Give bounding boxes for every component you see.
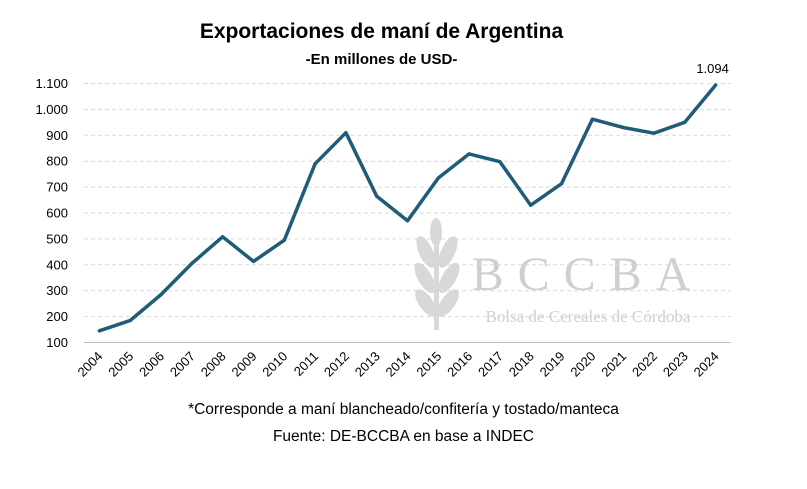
data-point: [128, 318, 132, 323]
data-point: [313, 162, 317, 166]
x-tick-label: 2006: [136, 349, 167, 380]
x-tick-label: 2009: [229, 349, 260, 380]
data-point: [529, 203, 533, 207]
y-tick-label: 100: [46, 335, 68, 350]
data-point: [713, 83, 718, 87]
x-tick-label: 2018: [506, 349, 537, 380]
x-tick-label: 2022: [629, 349, 660, 380]
data-point: [344, 131, 348, 135]
x-tick-label: 2004: [74, 349, 105, 380]
watermark-name: BCCBA: [472, 248, 705, 301]
x-tick-label: 2013: [352, 349, 383, 380]
y-tick-label: 1.100: [35, 76, 68, 91]
data-labels: 1.094: [696, 61, 729, 76]
x-tick-label: 2023: [660, 349, 691, 380]
data-points: [97, 83, 718, 333]
data-point: [375, 194, 379, 198]
x-tick-label: 2021: [598, 349, 629, 380]
y-tick-label: 400: [46, 257, 68, 272]
data-point: [683, 120, 687, 124]
data-point: [590, 117, 594, 121]
x-tick-label: 2007: [167, 349, 198, 380]
y-axis-ticks: 100 200 300 400 500 600 700 800 900 1.000 1.100: [35, 76, 68, 350]
x-tick-label: 2012: [321, 349, 352, 380]
x-tick-label: 2016: [444, 349, 475, 380]
data-point: [159, 292, 163, 297]
watermark: BCCBA Bolsa de Cereales de Córdoba: [414, 218, 705, 330]
y-tick-label: 600: [46, 206, 68, 221]
chart-subtitle: -En millones de USD-: [305, 51, 458, 68]
x-tick-label: 2008: [198, 349, 229, 380]
y-tick-label: 900: [46, 128, 68, 143]
x-tick-label: 2014: [383, 349, 414, 380]
data-point: [97, 329, 102, 333]
wheat-icon: [414, 218, 460, 330]
x-tick-label: 2019: [537, 349, 568, 380]
x-tick-label: 2020: [567, 349, 598, 380]
source-note: Fuente: DE-BCCBA en base a INDEC: [272, 428, 535, 445]
y-tick-label: 700: [46, 180, 68, 195]
data-point: [467, 152, 471, 156]
data-point: [621, 125, 625, 130]
x-axis-ticks: 2004 2005 2006 2007 2008 2009 2010 2011 2012 2013…: [74, 349, 721, 380]
x-tick-label: 2017: [475, 349, 506, 380]
x-tick-label: 2024: [691, 349, 722, 380]
data-point: [498, 160, 502, 164]
data-point: [559, 182, 564, 186]
chart-title: Exportaciones de maní de Argentina: [199, 20, 564, 43]
data-label: 1.094: [696, 61, 729, 76]
x-tick-label: 2015: [413, 349, 444, 380]
x-tick-label: 2011: [291, 349, 321, 379]
footnote: *Corresponde a maní blancheado/confiterí…: [188, 401, 619, 418]
data-point: [221, 235, 225, 239]
data-point: [190, 261, 194, 266]
x-tick-label: 2005: [105, 349, 136, 380]
data-point: [282, 238, 286, 242]
y-tick-label: 300: [46, 283, 68, 298]
y-tick-label: 500: [46, 231, 68, 246]
data-point: [436, 176, 440, 180]
data-point: [652, 131, 656, 135]
y-tick-label: 800: [46, 154, 68, 169]
data-point: [405, 219, 410, 223]
x-tick-label: 2010: [259, 349, 290, 380]
data-point: [251, 259, 256, 264]
y-tick-label: 200: [46, 309, 68, 324]
y-tick-label: 1.000: [35, 102, 68, 117]
